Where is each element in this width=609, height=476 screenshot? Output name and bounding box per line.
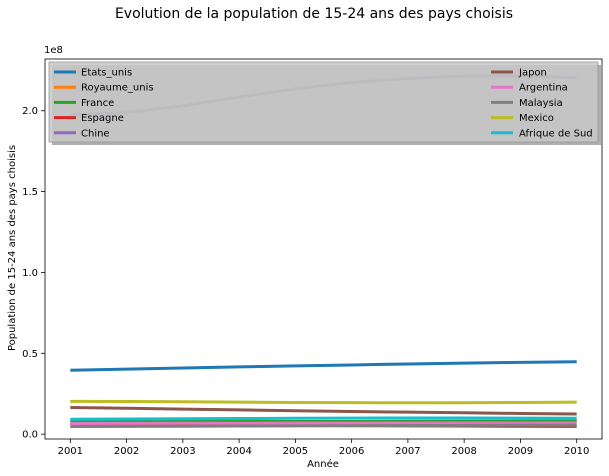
x-axis-label: Année — [307, 458, 339, 470]
x-tick-label: 2009 — [508, 446, 533, 457]
y-axis-label: Population de 15-24 ans des pays choisis — [7, 145, 18, 351]
x-tick-label: 2002 — [114, 446, 139, 457]
x-tick-label: 2006 — [339, 446, 364, 457]
x-tick-label: 2004 — [226, 446, 251, 457]
legend-label: Royaume_unis — [81, 83, 154, 94]
legend-label: Argentina — [519, 83, 568, 94]
x-tick-label: 2003 — [170, 446, 195, 457]
legend-label: Japon — [518, 68, 547, 79]
y-offset-label: 1e8 — [44, 45, 63, 56]
y-tick-label: 0.0 — [22, 430, 38, 441]
legend-label: France — [81, 98, 114, 109]
x-tick-label: 2007 — [395, 446, 420, 457]
x-tick-label: 2001 — [58, 446, 83, 457]
x-tick-label: 2008 — [451, 446, 476, 457]
series-layer — [70, 74, 577, 429]
chart-title: Evolution de la population de 15-24 ans … — [115, 6, 513, 22]
series-line-7 — [70, 423, 577, 429]
legend-label: Chine — [81, 128, 110, 139]
y-tick-label: 1.0 — [22, 268, 38, 279]
legend-label: Afrique de Sud — [519, 128, 593, 139]
series-line-9 — [70, 416, 577, 421]
y-tick-label: 2.0 — [22, 106, 38, 117]
legend-label: Mexico — [519, 113, 554, 124]
series-line-0 — [70, 360, 577, 372]
legend-label: Espagne — [81, 113, 124, 124]
series-line-5 — [70, 405, 577, 416]
legend-label: Malaysia — [519, 98, 563, 109]
x-tick-label: 2010 — [564, 446, 589, 457]
series-line-6 — [70, 421, 577, 425]
y-tick-label: 0.5 — [22, 349, 38, 360]
y-tick-label: 1.5 — [22, 187, 38, 198]
axes-layer: 2001 2002 2003 2004 2005 2006 2007 2008 2009 2010… — [22, 106, 589, 457]
legend-label: Etats_unis — [81, 68, 132, 79]
legend: Etats_unis Royaume_unis France Espagne Chine… — [48, 61, 601, 145]
series-line-8 — [70, 399, 577, 405]
x-tick-label: 2005 — [283, 446, 308, 457]
